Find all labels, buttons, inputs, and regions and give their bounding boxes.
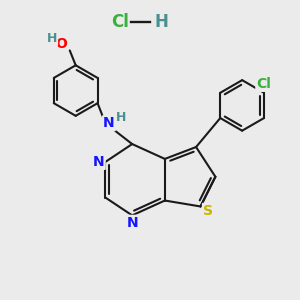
Text: H: H: [154, 13, 168, 31]
Text: O: O: [55, 38, 67, 52]
Text: Cl: Cl: [111, 13, 129, 31]
Text: H: H: [47, 32, 57, 45]
Text: S: S: [203, 204, 213, 218]
Text: Cl: Cl: [256, 77, 272, 91]
Text: N: N: [103, 116, 115, 130]
Text: N: N: [93, 155, 105, 169]
Text: H: H: [116, 111, 126, 124]
Text: N: N: [126, 216, 138, 230]
Text: Cl: Cl: [256, 77, 272, 91]
